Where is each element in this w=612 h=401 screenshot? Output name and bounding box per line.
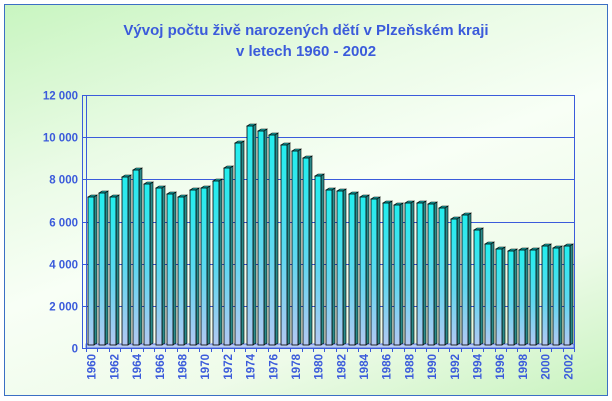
x-tick-label: 1972 (223, 354, 235, 380)
y-tick-label: 8 000 (49, 175, 78, 187)
bar-1970 (200, 185, 211, 346)
y-tick-label: 10 000 (43, 133, 78, 145)
x-tick-label: 1984 (359, 353, 371, 379)
x-tick-label: 1982 (336, 354, 348, 380)
bar-1989 (416, 200, 427, 346)
x-tick-label: 1974 (246, 353, 258, 379)
x-tick-label: 1980 (314, 354, 326, 380)
bar-1995 (484, 241, 495, 346)
x-axis: 1960 1962 1964 1966 1968 1970 1972 1974 1976 1978… (86, 348, 575, 380)
x-tick-label: 1996 (495, 354, 507, 380)
x-tick-label: 1986 (382, 354, 394, 380)
bar-1979 (302, 155, 313, 346)
x-tick-label: 1994 (473, 353, 485, 379)
x-tick-label: 2000 (541, 354, 553, 380)
bar-1960 (87, 194, 98, 346)
x-tick-label: 1976 (268, 354, 280, 380)
bars (87, 123, 574, 346)
bar-2000 (541, 243, 552, 346)
bar-1999 (529, 247, 540, 346)
bar-1974 (246, 123, 257, 346)
x-tick-label: 1978 (291, 353, 303, 379)
bar-1992 (450, 216, 461, 346)
bar-1964 (132, 167, 143, 346)
x-tick-label: 2002 (563, 354, 575, 380)
bar-1986 (382, 200, 393, 346)
chart-title-line1: Vývoj počtu živě narozených dětí v Plzeň… (123, 22, 489, 39)
bar-1969 (189, 187, 200, 346)
bar-1963 (121, 174, 132, 346)
x-tick-label: 1964 (132, 353, 144, 379)
bar-1975 (257, 128, 268, 346)
bar-1961 (98, 190, 109, 346)
bar-1997 (507, 248, 518, 346)
bar-1971 (212, 178, 223, 346)
x-tick-label: 1992 (450, 354, 462, 380)
x-tick-label: 1990 (427, 354, 439, 380)
bar-1966 (155, 185, 166, 346)
bar-1965 (143, 181, 154, 346)
x-tick-label: 1966 (155, 354, 167, 380)
bar-1987 (393, 202, 404, 346)
bar-1988 (404, 200, 415, 346)
bar-1982 (336, 188, 347, 346)
bar-1990 (427, 201, 438, 346)
bar-1967 (166, 191, 177, 346)
y-tick-label: 12 000 (43, 91, 78, 103)
x-tick-label: 1970 (200, 354, 212, 380)
x-tick-label: 1960 (87, 354, 99, 380)
y-tick-label: 0 (72, 344, 78, 356)
chart-title-line2: v letech 1960 - 2002 (235, 43, 377, 60)
x-tick-label: 1962 (109, 354, 121, 380)
bar-1962 (109, 194, 120, 346)
bar-1984 (359, 194, 370, 346)
bar-1968 (177, 194, 188, 346)
bar-1998 (518, 247, 529, 346)
bar-1994 (473, 227, 484, 346)
bar-1985 (370, 196, 381, 346)
y-tick-label: 4 000 (49, 260, 78, 272)
bar-2001 (552, 245, 563, 346)
y-axis: 0 2 000 4 000 6 000 8 000 10 000 12 000 (43, 91, 87, 356)
x-tick-label: 1998 (518, 353, 530, 379)
bar-1980 (314, 173, 325, 346)
bar-1977 (280, 142, 291, 346)
x-tick-label: 1968 (177, 353, 189, 379)
y-tick-label: 2 000 (49, 302, 78, 314)
bar-1991 (438, 205, 449, 346)
chart-title: Vývoj počtu živě narozených dětí v Plzeň… (0, 20, 612, 62)
bar-1973 (234, 140, 245, 346)
bar-1978 (291, 148, 302, 346)
bar-1972 (223, 165, 234, 346)
x-tick-label: 1988 (404, 353, 416, 379)
bar-1996 (495, 246, 506, 346)
bar-2002 (563, 243, 574, 346)
y-tick-label: 6 000 (49, 218, 78, 230)
bar-1993 (461, 212, 472, 346)
bar-1983 (348, 191, 359, 346)
bar-1976 (268, 132, 279, 346)
bar-1981 (325, 187, 336, 346)
